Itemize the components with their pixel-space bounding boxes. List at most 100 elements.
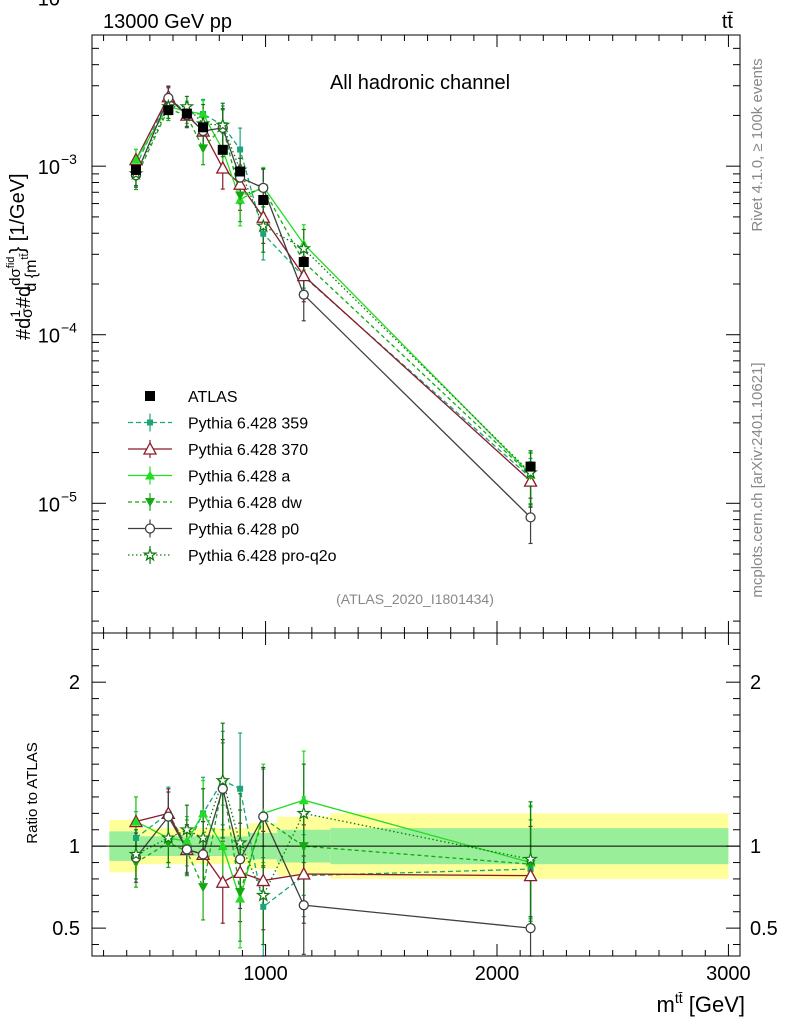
data-point (298, 257, 309, 268)
y-tick-label: 10 (38, 326, 60, 348)
legend-marker (142, 441, 158, 455)
ratio-tick-label-right: 1 (750, 836, 761, 858)
series-ratio-point (237, 785, 244, 792)
main-markers (128, 89, 539, 523)
series-ratio-point (217, 783, 228, 794)
series-ratio-point (258, 811, 269, 822)
legend-marker (145, 391, 155, 401)
series-ratio-point (523, 851, 539, 866)
series-point (296, 268, 311, 282)
legend-label: Pythia 6.428 p0 (188, 522, 299, 539)
main-frame (91, 34, 741, 634)
process-label: tt̄ (722, 11, 734, 33)
y-tick-exponent: −4 (61, 320, 77, 336)
data-point (198, 122, 209, 133)
series-point (260, 230, 267, 237)
ratio-tick-label-right: 0.5 (750, 918, 778, 940)
series-ratio-point (198, 883, 209, 893)
series-ratio-point (181, 836, 192, 846)
legend-label: Pythia 6.428 pro-q2o (188, 548, 337, 565)
series-point (233, 176, 248, 190)
series-ratio-point (233, 865, 248, 879)
x-tick-label: 1000 (243, 963, 288, 985)
data-point (130, 164, 141, 175)
series-ratio-point (255, 887, 271, 902)
series-ratio-point (235, 893, 246, 903)
ratio-markers (128, 772, 539, 934)
x-axis-label: mtt̄ [GeV] (657, 990, 745, 1017)
legend-marker (145, 470, 155, 480)
series-point (255, 218, 271, 233)
series-ratio-point (525, 922, 536, 934)
x-tick-label: 2000 (475, 963, 520, 985)
legend-marker (145, 498, 155, 507)
series-point (258, 182, 269, 194)
ratio-tick-label: 0.5 (52, 918, 80, 940)
data-point (217, 144, 228, 155)
series-ratio-point (195, 830, 211, 845)
series-ratio-point (235, 888, 246, 898)
chart-title: All hadronic channel (330, 72, 510, 94)
series-ratio-point (197, 849, 209, 860)
series-ratio-point (181, 844, 193, 855)
ratio-y-label: Ratio to ATLAS (24, 742, 41, 843)
ratio-tick-label: 1 (69, 836, 80, 858)
y-tick-exponent: −5 (61, 488, 77, 504)
rivet-label: Rivet 4.1.0, ≥ 100k events (749, 58, 766, 231)
series-point (296, 240, 312, 255)
series-ratio-point (215, 772, 231, 787)
energy-label: 13000 GeV pp (103, 11, 232, 33)
y-tick-label: 10 (38, 494, 60, 516)
data-point (181, 108, 192, 119)
series-ratio-point (217, 841, 228, 851)
series-ratio-point (160, 830, 176, 845)
legend-label: Pythia 6.428 a (188, 469, 290, 486)
x-tick-label: 3000 (706, 963, 751, 985)
series-ratio-point (256, 873, 271, 887)
series-point (198, 108, 209, 118)
source-label: mcplots.cern.ch [arXiv:2401.10621] (749, 362, 766, 597)
data-point (258, 194, 269, 205)
series-ratio-point (128, 846, 144, 861)
y-axis-label: #d1σ#ddσfid d {mtt̄} [1/GeV] (5, 173, 40, 340)
data-point (163, 105, 174, 116)
legend: ATLAS Pythia 6.428 359 Pythia 6.428 370 Pyt… (128, 389, 337, 565)
ratio-frame (91, 632, 741, 957)
series-point (215, 160, 230, 174)
series-point (523, 473, 538, 487)
legend-label: Pythia 6.428 359 (188, 416, 308, 433)
legend-label: Pythia 6.428 dw (188, 495, 302, 512)
series-point (198, 144, 209, 154)
series-ratio-point (198, 808, 209, 818)
analysis-id: (ATLAS_2020_I1801434) (336, 591, 494, 607)
series-ratio-point (298, 900, 309, 911)
series-point (525, 512, 536, 523)
series-ratio-point (179, 821, 195, 837)
series-point (298, 289, 309, 300)
legend-marker (144, 523, 156, 534)
legend-label: Pythia 6.428 370 (188, 442, 308, 459)
series-ratio-point (130, 816, 141, 826)
series-ratio-point (296, 805, 312, 820)
y-tick-label: 10 (38, 157, 60, 179)
series-ratio-point (260, 903, 267, 910)
series-ratio-point (132, 834, 139, 841)
series-ratio-point (296, 866, 311, 880)
legend-label: ATLAS (188, 389, 238, 406)
ratio-tick-label: 2 (69, 672, 80, 694)
series-point (130, 154, 141, 164)
data-point (525, 461, 536, 472)
series-point (237, 146, 244, 153)
series-ratio-point (234, 854, 246, 865)
series-line-ratio (135, 783, 531, 893)
series-ratio-point (163, 811, 174, 822)
data-point (235, 166, 246, 177)
series-point (215, 117, 231, 132)
ratio-tick-label-right: 2 (750, 672, 761, 694)
series-ratio-point (298, 842, 309, 852)
y-tick-label: 10 (38, 0, 60, 11)
legend-marker (147, 419, 153, 426)
